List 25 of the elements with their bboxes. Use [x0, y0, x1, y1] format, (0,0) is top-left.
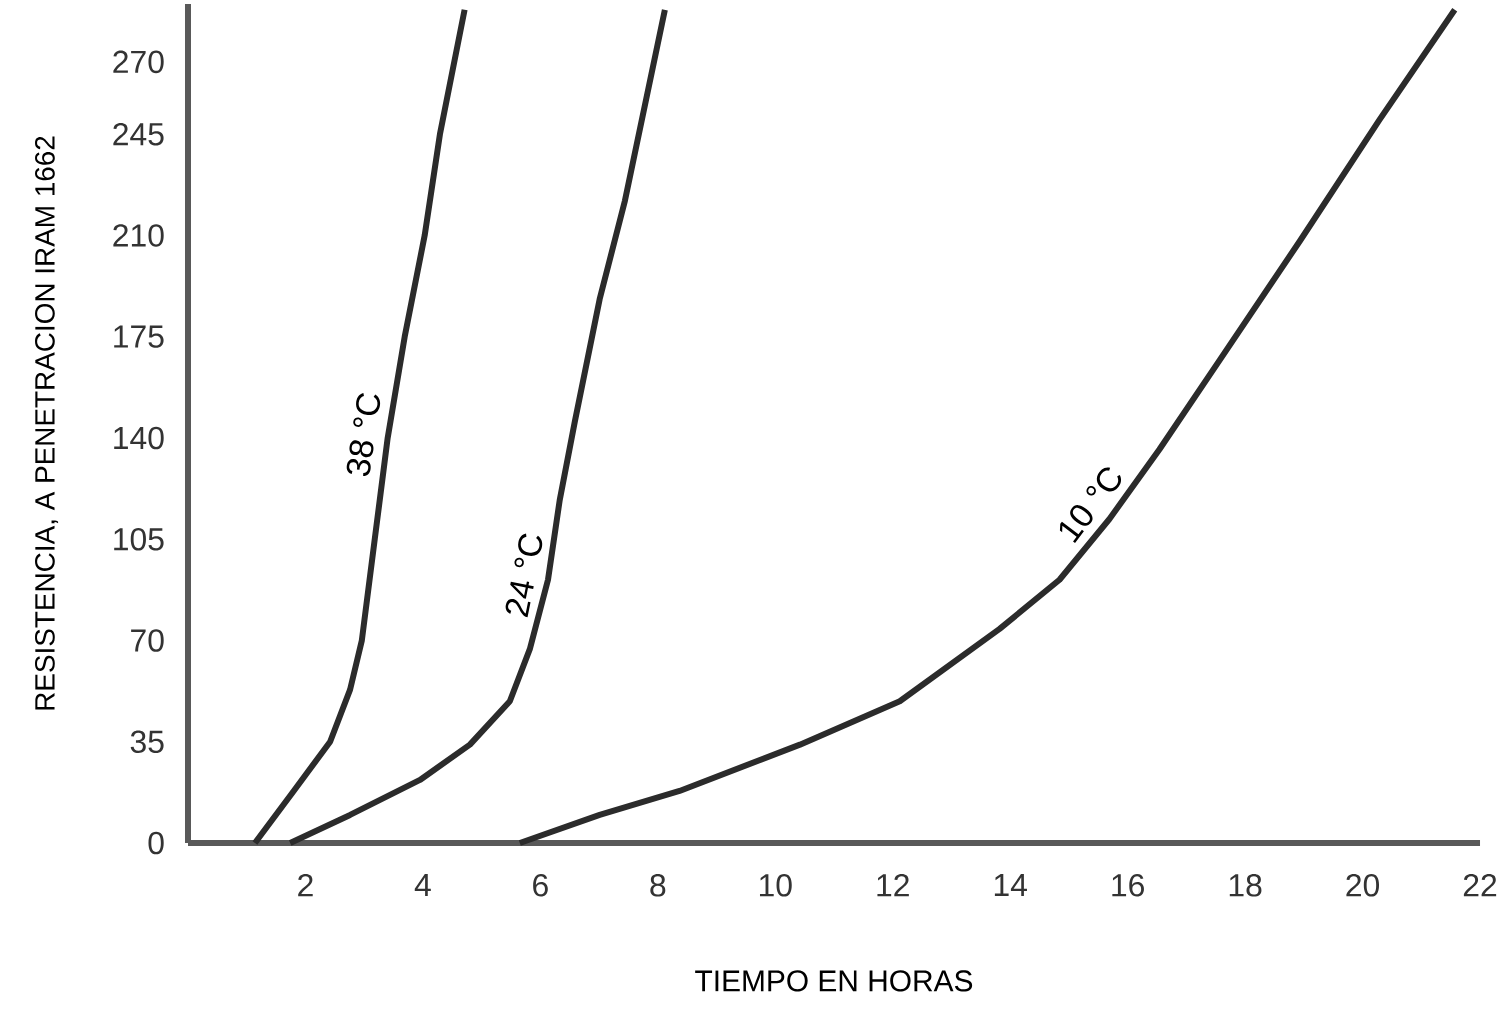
x-axis-title: TIEMPO EN HORAS — [695, 970, 973, 992]
text: 38 °C — [346, 392, 381, 477]
y-axis-title: RESISTENCIA, A PENETRACION IRAM 1662 — [35, 136, 59, 710]
y-tick-label: 210 — [113, 224, 164, 247]
x-tick-label: 16 — [1112, 874, 1144, 897]
x-tick-label: 10 — [759, 874, 792, 897]
y-tick-label: 270 — [113, 50, 164, 74]
x-tick-label: 12 — [877, 874, 909, 897]
y-tick-label: 245 — [113, 122, 164, 146]
x-tick-label: 14 — [994, 874, 1027, 896]
x-tick-label: 18 — [1229, 874, 1262, 897]
x-tick-label: 22 — [1463, 874, 1497, 897]
x-tick-label: 8 — [650, 874, 666, 897]
text: 10 °C — [1059, 467, 1122, 543]
x-tick-label: 6 — [533, 874, 548, 897]
x-tick-label: 2 — [298, 874, 313, 897]
x-tick-label: 4 — [414, 874, 431, 896]
y-tick-label: 140 — [114, 426, 164, 450]
y-tick-label: 105 — [114, 527, 164, 551]
y-tick-label: 70 — [131, 629, 164, 652]
text: 24 °C — [505, 533, 543, 618]
x-tick-label: 20 — [1346, 874, 1380, 897]
y-tick-label: 175 — [114, 325, 164, 348]
y-tick-label: 0 — [148, 831, 164, 855]
y-tick-label: 35 — [130, 730, 164, 754]
